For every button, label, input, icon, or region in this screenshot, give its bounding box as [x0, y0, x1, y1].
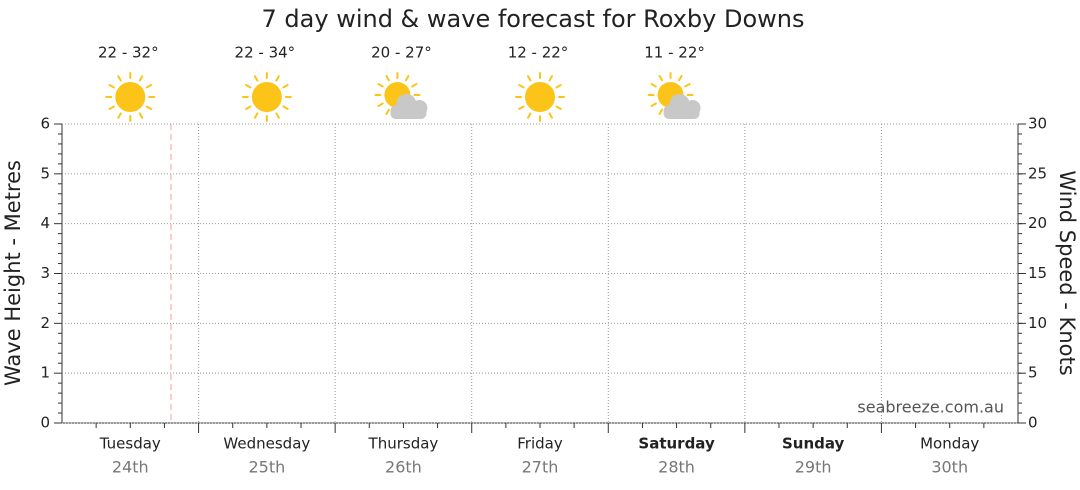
sun-ray — [117, 75, 122, 82]
sun-ray — [108, 105, 115, 110]
sun — [115, 82, 146, 112]
cloud — [390, 108, 427, 119]
y-tick-label: 4 — [40, 214, 50, 232]
sun-ray — [245, 105, 252, 110]
chart-title: 7 day wind & wave forecast for Roxby Dow… — [262, 5, 805, 33]
sun-ray — [684, 83, 691, 88]
x-tick-label: Friday — [517, 435, 563, 453]
y-axis-label: Wave Height - Metres — [1, 160, 25, 386]
x-tick-label: Saturday — [638, 435, 715, 453]
sun-ray — [658, 108, 664, 116]
y-tick-label: 6 — [40, 115, 50, 133]
sun-ray — [275, 112, 280, 119]
sun-ray — [548, 112, 553, 119]
sun-ray — [108, 84, 115, 89]
sun-ray — [377, 102, 384, 107]
sun-ray — [117, 112, 122, 119]
y-tick-label: 1 — [40, 364, 50, 382]
sun-ray — [518, 105, 525, 110]
sun-ray — [385, 74, 390, 82]
date-label: 29th — [795, 458, 832, 477]
y2-tick-label: 30 — [1028, 115, 1047, 133]
x-tick-label: Sunday — [782, 435, 845, 453]
temperature: 20 - 27° — [371, 44, 432, 62]
y2-axis-label: Wind Speed - Knots — [1055, 170, 1079, 375]
y2-tick-label: 5 — [1028, 364, 1038, 382]
date-label: 30th — [931, 458, 968, 477]
date-label: 25th — [248, 458, 285, 477]
date-label: 24th — [112, 458, 149, 477]
y2-tick-label: 0 — [1028, 414, 1038, 432]
y2-tick-label: 15 — [1028, 264, 1047, 282]
sun — [525, 82, 555, 112]
x-tick-label: Wednesday — [223, 435, 310, 453]
x-tick-label: Tuesday — [99, 435, 161, 453]
sun-ray — [404, 74, 410, 82]
y2-tick-label: 25 — [1028, 164, 1047, 182]
watermark: seabreeze.com.au — [857, 398, 1004, 417]
sun-ray — [385, 108, 390, 116]
temperature: 22 - 34° — [235, 44, 296, 62]
sun-ray — [245, 84, 252, 89]
sun-ray — [518, 84, 525, 89]
sun-ray — [282, 105, 289, 110]
y-tick-label: 0 — [40, 414, 50, 432]
sun-ray — [275, 75, 280, 82]
sun-ray — [678, 74, 683, 82]
date-label: 28th — [658, 458, 695, 477]
sun-ray — [527, 75, 532, 82]
sun — [251, 82, 282, 112]
y-tick-label: 2 — [40, 314, 50, 332]
date-label: 27th — [522, 458, 559, 477]
x-tick-label: Monday — [920, 435, 979, 453]
sun-ray — [555, 105, 562, 110]
temperature: 12 - 22° — [508, 44, 569, 62]
sun-ray — [282, 84, 289, 89]
y-tick-label: 5 — [40, 164, 50, 182]
sun-ray — [411, 83, 418, 88]
sun-ray — [650, 83, 657, 88]
y2-tick-label: 10 — [1028, 314, 1047, 332]
y-tick-label: 3 — [40, 264, 50, 282]
y2-tick-label: 20 — [1028, 214, 1047, 232]
sun-ray — [377, 83, 384, 88]
date-label: 26th — [385, 458, 422, 477]
sun-ray — [145, 84, 153, 89]
temperature: 11 - 22° — [644, 44, 705, 62]
sun-ray — [650, 102, 657, 107]
temperature: 22 - 32° — [98, 44, 159, 62]
sun-ray — [658, 74, 664, 82]
sun-ray — [138, 112, 144, 119]
sun-ray — [555, 84, 562, 89]
sun-ray — [145, 105, 153, 110]
sun-ray — [253, 75, 259, 82]
sun-ray — [548, 75, 553, 82]
sun-ray — [527, 112, 532, 119]
x-tick-label: Thursday — [368, 435, 439, 453]
sun-ray — [138, 75, 144, 82]
sun-ray — [253, 112, 259, 119]
cloud — [663, 108, 700, 119]
